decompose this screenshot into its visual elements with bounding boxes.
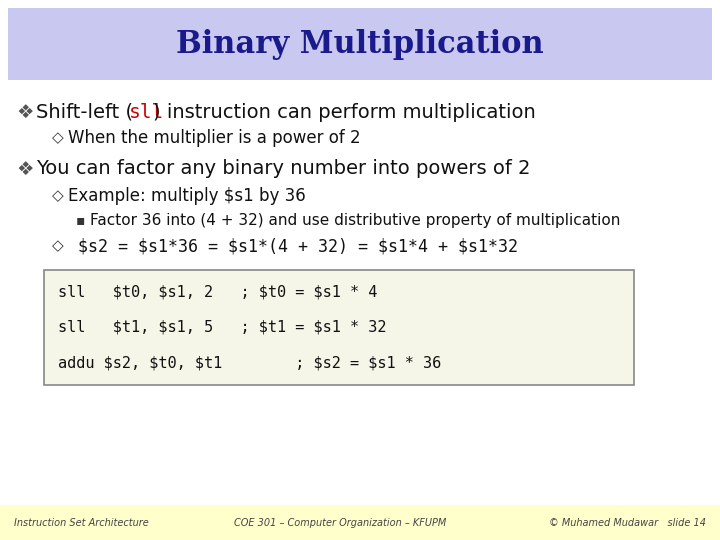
Text: ▪: ▪ xyxy=(76,213,86,227)
Text: ❖: ❖ xyxy=(16,103,34,122)
Text: COE 301 – Computer Organization – KFUPM: COE 301 – Computer Organization – KFUPM xyxy=(234,518,446,528)
Text: Instruction Set Architecture: Instruction Set Architecture xyxy=(14,518,149,528)
Text: You can factor any binary number into powers of 2: You can factor any binary number into po… xyxy=(36,159,531,179)
Text: Binary Multiplication: Binary Multiplication xyxy=(176,29,544,59)
Text: ❖: ❖ xyxy=(16,159,34,179)
Text: addu $s2, $t0, $t1        ; $s2 = $s1 * 36: addu $s2, $t0, $t1 ; $s2 = $s1 * 36 xyxy=(58,355,441,370)
Text: Factor 36 into (4 + 32) and use distributive property of multiplication: Factor 36 into (4 + 32) and use distribu… xyxy=(90,213,621,227)
Text: © Muhamed Mudawar   slide 14: © Muhamed Mudawar slide 14 xyxy=(549,518,706,528)
FancyBboxPatch shape xyxy=(8,8,712,80)
Text: Example: multiply $s1 by 36: Example: multiply $s1 by 36 xyxy=(68,187,306,205)
Text: ◇: ◇ xyxy=(52,239,64,253)
Text: $s2 = $s1*36 = $s1*(4 + 32) = $s1*4 + $s1*32: $s2 = $s1*36 = $s1*(4 + 32) = $s1*4 + $s… xyxy=(68,237,518,255)
FancyBboxPatch shape xyxy=(44,270,634,385)
Text: Shift-left (: Shift-left ( xyxy=(36,103,133,122)
Text: sll: sll xyxy=(129,103,164,122)
Text: sll   $t1, $s1, 5   ; $t1 = $s1 * 32: sll $t1, $s1, 5 ; $t1 = $s1 * 32 xyxy=(58,320,387,335)
Text: ◇: ◇ xyxy=(52,131,64,145)
Text: ) instruction can perform multiplication: ) instruction can perform multiplication xyxy=(153,103,536,122)
Text: When the multiplier is a power of 2: When the multiplier is a power of 2 xyxy=(68,129,361,147)
FancyBboxPatch shape xyxy=(0,505,720,540)
Text: ◇: ◇ xyxy=(52,188,64,204)
Text: sll   $t0, $s1, 2   ; $t0 = $s1 * 4: sll $t0, $s1, 2 ; $t0 = $s1 * 4 xyxy=(58,285,377,300)
